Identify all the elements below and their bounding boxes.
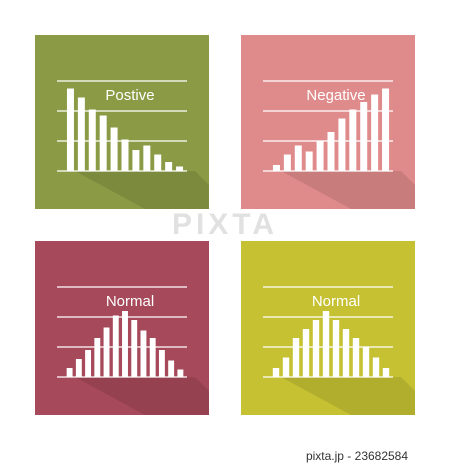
bar (322, 311, 330, 377)
bar (158, 350, 165, 377)
bar (305, 151, 313, 171)
bar (302, 329, 310, 377)
bar (66, 368, 73, 377)
bar (338, 118, 346, 171)
panel-background (35, 35, 209, 209)
bar (294, 145, 302, 171)
long-shadow (281, 171, 415, 209)
bar (154, 154, 162, 171)
bar (362, 347, 370, 377)
panel-background (35, 241, 209, 415)
bar (85, 350, 92, 377)
bar (382, 368, 390, 377)
watermark: PIXTA (172, 208, 278, 241)
bar (312, 320, 320, 377)
bar (143, 145, 151, 171)
bar (332, 320, 340, 377)
bar (371, 94, 379, 171)
bar (112, 315, 119, 377)
long-shadow (75, 171, 209, 209)
bar (131, 320, 138, 377)
chart-panel: Normal (241, 241, 415, 415)
bar (282, 357, 290, 377)
bar (360, 102, 368, 171)
bar (110, 127, 118, 171)
bar (149, 338, 156, 377)
bar (99, 115, 107, 171)
chart-title: Postive (105, 87, 154, 104)
long-shadow (281, 377, 415, 415)
chart-panel: Postive (35, 35, 209, 209)
bar (165, 162, 173, 171)
bar (88, 109, 96, 171)
chart-title: Normal (312, 293, 360, 310)
bar (75, 359, 82, 377)
bar (316, 141, 324, 171)
charts: Postive Negative Normal Normal (35, 35, 415, 415)
bar (349, 109, 357, 171)
bar (168, 360, 175, 377)
bar (77, 97, 85, 171)
bar (382, 88, 390, 171)
bar (177, 369, 184, 377)
bar (283, 154, 291, 171)
caption: pixta.jp - 23682584 (306, 449, 408, 463)
long-shadow (75, 377, 209, 415)
bar (342, 329, 350, 377)
bar (122, 311, 128, 377)
bar (272, 368, 280, 377)
bar (272, 165, 280, 171)
chart-panel: Normal (35, 241, 209, 415)
bar (372, 357, 380, 377)
bar (132, 150, 140, 171)
bar (66, 88, 74, 171)
bar (176, 166, 184, 171)
chart-panel: Negative (241, 35, 415, 209)
bar (352, 338, 360, 377)
bar (327, 132, 335, 171)
chart-title: Negative (306, 87, 365, 104)
bar (94, 338, 101, 377)
bar (292, 338, 300, 377)
bar (140, 330, 147, 377)
bar (103, 327, 110, 377)
bar (121, 139, 129, 171)
chart-title: Normal (106, 293, 154, 310)
